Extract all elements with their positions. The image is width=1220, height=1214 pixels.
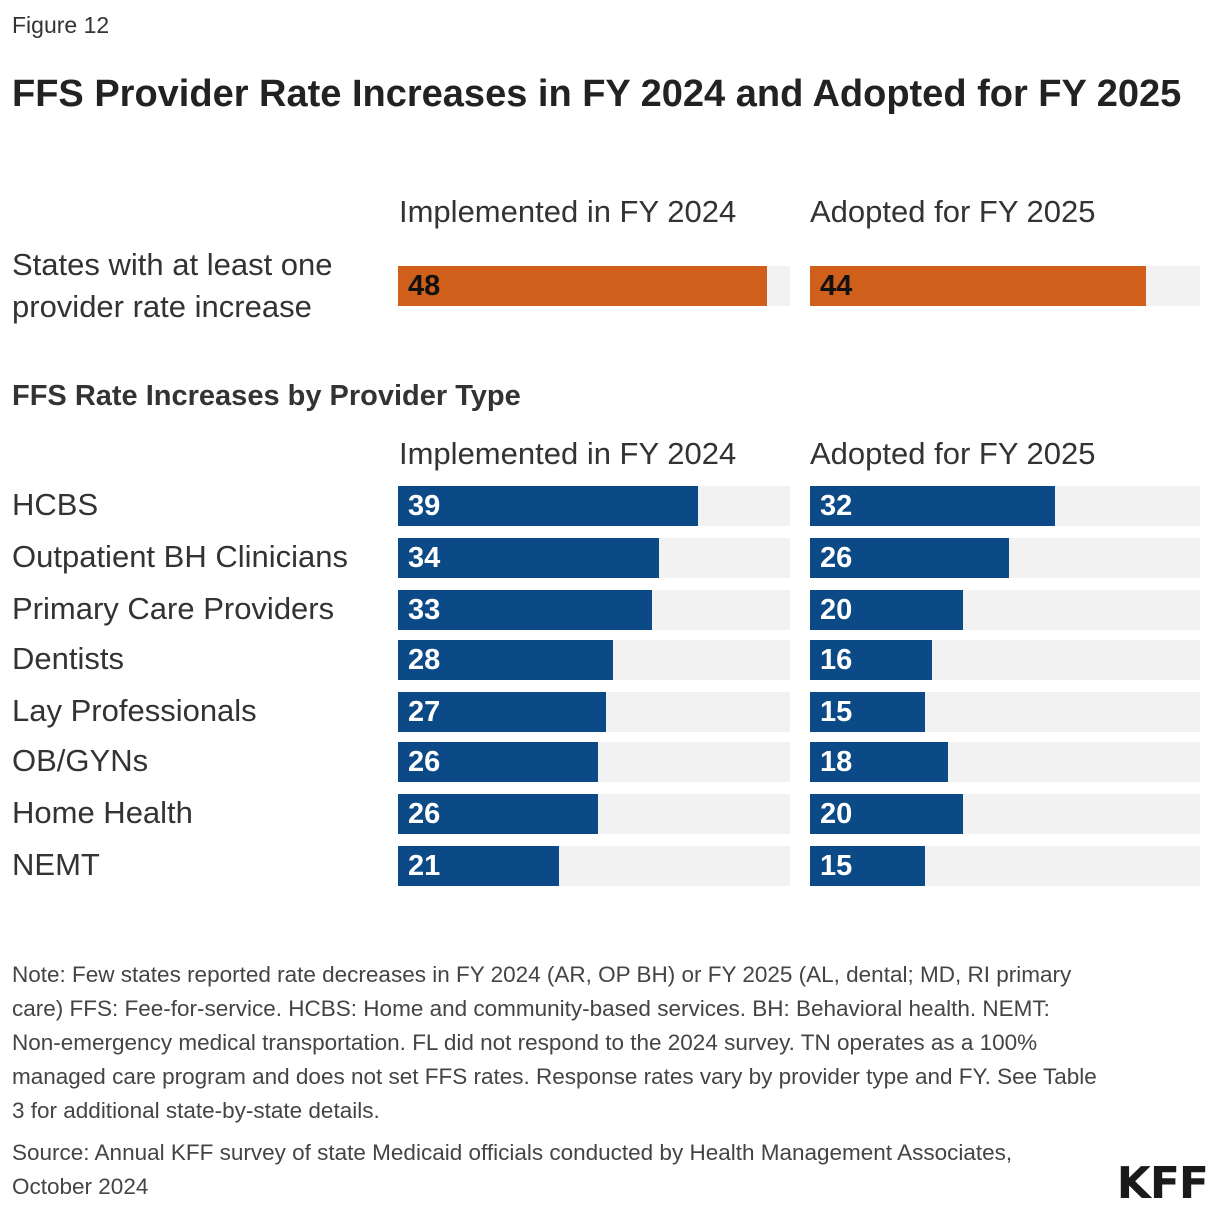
bar-track: 27 — [398, 692, 790, 732]
bar-track: 44 — [810, 266, 1200, 306]
data-label: 26 — [820, 542, 853, 574]
bar-track: 20 — [810, 590, 1200, 630]
bar-track: 18 — [810, 742, 1200, 782]
bar-track: 21 — [398, 846, 790, 886]
chart-source: Source: Annual KFF survey of state Medic… — [12, 1140, 1013, 1199]
row-label: HCBS — [12, 487, 99, 522]
bar-track: 48 — [398, 266, 790, 306]
data-label: 48 — [408, 270, 441, 302]
row-label-any-increase: States with at least one provider rate i… — [12, 247, 333, 324]
data-label: 32 — [820, 490, 853, 522]
bar: 20 — [810, 590, 963, 630]
bar-track: 26 — [398, 794, 790, 834]
bar: 21 — [398, 846, 560, 886]
data-label: 28 — [408, 644, 441, 676]
data-label: 18 — [820, 746, 853, 778]
column-header-fy2024: Implemented in FY 2024 — [399, 194, 737, 229]
bar-track: 15 — [810, 692, 1200, 732]
bar: 32 — [810, 486, 1055, 526]
data-label: 16 — [820, 644, 853, 676]
bar: 26 — [810, 538, 1009, 578]
data-label: 39 — [408, 490, 441, 522]
bar: 15 — [810, 692, 925, 732]
column-header-fy2025: Adopted for FY 2025 — [810, 194, 1096, 229]
bar: 16 — [810, 640, 933, 680]
row-label: Lay Professionals — [12, 693, 257, 728]
bar: 34 — [398, 538, 660, 578]
data-label: 20 — [820, 798, 853, 830]
bar-track: 26 — [398, 742, 790, 782]
data-label: 15 — [820, 850, 853, 882]
data-label: 20 — [820, 594, 853, 626]
data-label: 26 — [408, 746, 441, 778]
data-label: 15 — [820, 696, 853, 728]
data-label: 21 — [408, 850, 441, 882]
chart-title: FFS Provider Rate Increases in FY 2024 a… — [12, 73, 1182, 115]
figure-label: Figure 12 — [12, 12, 110, 38]
bar: 15 — [810, 846, 925, 886]
data-label: 27 — [408, 696, 441, 728]
bar: 48 — [398, 266, 767, 306]
bar: 39 — [398, 486, 698, 526]
bar-track: 20 — [810, 794, 1200, 834]
row-label: NEMT — [12, 847, 100, 882]
bar: 28 — [398, 640, 614, 680]
bar: 26 — [398, 742, 598, 782]
row-label: Outpatient BH Clinicians — [12, 539, 348, 574]
bar: 33 — [398, 590, 652, 630]
row-label: Dentists — [12, 641, 124, 676]
row-label: Home Health — [12, 795, 193, 830]
bar: 18 — [810, 742, 948, 782]
data-label: 34 — [408, 542, 441, 574]
data-label: 44 — [820, 270, 853, 302]
bar-track: 39 — [398, 486, 790, 526]
bar: 26 — [398, 794, 598, 834]
data-label: 26 — [408, 798, 441, 830]
bar-track: 34 — [398, 538, 790, 578]
bar-track: 15 — [810, 846, 1200, 886]
chart-note: Note: Few states reported rate decreases… — [12, 962, 1097, 1123]
bar: 27 — [398, 692, 606, 732]
column-header-fy2024-provider: Implemented in FY 2024 — [399, 436, 737, 471]
bar: 20 — [810, 794, 963, 834]
data-label: 33 — [408, 594, 441, 626]
bar-track: 32 — [810, 486, 1200, 526]
bar-track: 26 — [810, 538, 1200, 578]
bar: 44 — [810, 266, 1147, 306]
section-subtitle: FFS Rate Increases by Provider Type — [12, 380, 521, 412]
bar-track: 33 — [398, 590, 790, 630]
row-label: OB/GYNs — [12, 743, 149, 778]
bar-track: 28 — [398, 640, 790, 680]
row-label: Primary Care Providers — [12, 591, 335, 626]
bar-track: 16 — [810, 640, 1200, 680]
column-header-fy2025-provider: Adopted for FY 2025 — [810, 436, 1096, 471]
kff-logo: KFF — [1116, 1158, 1209, 1209]
